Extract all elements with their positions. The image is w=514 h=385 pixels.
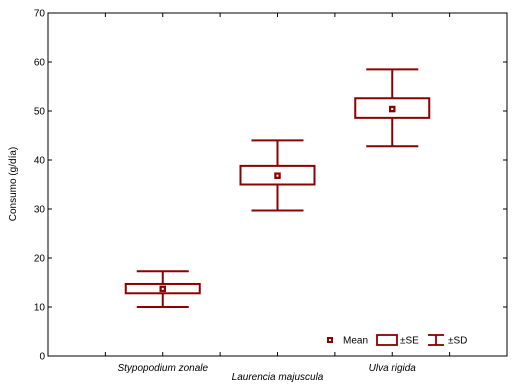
mean-marker-center	[161, 287, 164, 290]
y-tick-label: 20	[34, 254, 46, 265]
y-axis: 0 10 20 30 40 50 60 70	[34, 9, 507, 363]
y-tick-label: 50	[34, 107, 46, 118]
legend-label-sd: ±SD	[448, 336, 467, 347]
legend: Mean ±SE ±SD	[327, 334, 467, 347]
mean-marker-center	[276, 174, 279, 177]
legend-mean-icon-center	[329, 339, 331, 341]
box-ulva-rigida	[354, 68, 431, 148]
x-axis: Stypopodium zonale Laurencia majuscula Ulv…	[104, 13, 451, 383]
y-tick-label: 60	[34, 58, 46, 69]
x-category-label: Ulva rigida	[369, 363, 417, 374]
box-stypopodium-zonale	[124, 270, 201, 308]
legend-label-mean: Mean	[343, 336, 368, 347]
y-tick-label: 10	[34, 303, 46, 314]
legend-se-icon	[376, 334, 398, 346]
y-tick-label: 40	[34, 156, 46, 167]
legend-sd-icon	[428, 334, 444, 346]
y-axis-label: Consumo (g/día)	[8, 147, 19, 221]
y-tick-label: 0	[39, 352, 45, 363]
x-category-label: Stypopodium zonale	[117, 363, 208, 374]
y-tick-label: 30	[34, 205, 46, 216]
x-category-label: Laurencia majuscula	[232, 372, 324, 383]
box-series	[124, 68, 431, 308]
box-laurencia-majuscula	[239, 139, 316, 212]
mean-marker-center	[391, 108, 394, 111]
legend-label-se: ±SE	[400, 336, 419, 347]
y-tick-label: 70	[34, 9, 46, 20]
